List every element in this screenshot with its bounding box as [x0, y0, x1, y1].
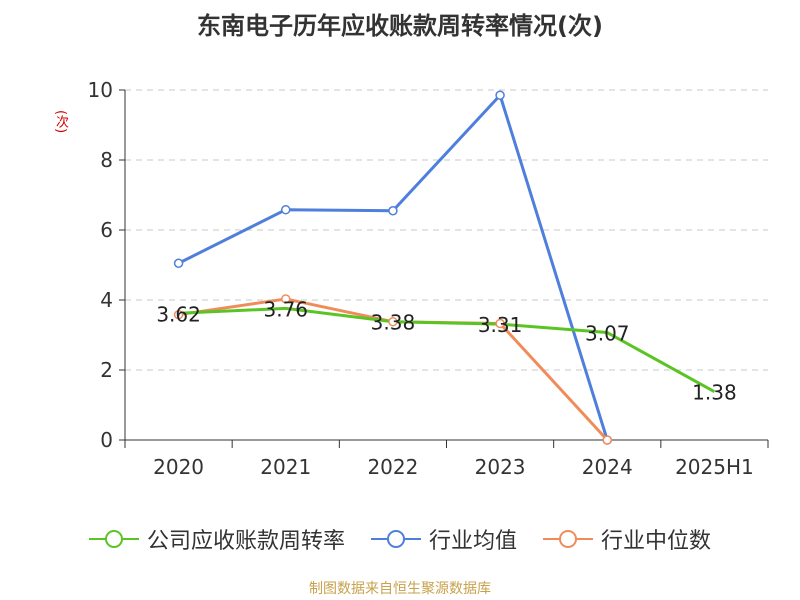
x-tick-label-2025H1: 2025H1	[675, 455, 754, 479]
data-label-2022: 3.38	[371, 311, 416, 335]
series-line-0	[178, 306, 716, 394]
y-tick-label-8: 8	[100, 148, 113, 172]
series-line-1	[177, 93, 609, 441]
legend-marker-company	[88, 530, 139, 548]
data-label-2020: 3.62	[156, 302, 201, 326]
data-label-2023: 3.31	[478, 313, 523, 337]
series-2-point-2022	[388, 316, 398, 327]
chart-legend: 公司应收账款周转率 行业均值 行业中位数	[0, 523, 800, 555]
series-1-point-2021	[281, 204, 291, 215]
series-2-point-2024	[602, 435, 612, 445]
series-2-point-2020	[173, 309, 184, 320]
legend-marker-industry-mean	[370, 530, 421, 548]
series-2-point-2023	[495, 318, 505, 329]
legend-item-industry-median[interactable]: 行业中位数	[543, 523, 711, 555]
data-source-note: 制图数据来自恒生聚源数据库	[309, 581, 491, 597]
series-1-point-2022	[388, 206, 398, 216]
chart-title: 东南电子历年应收账款周转率情况(次)	[197, 12, 603, 40]
data-label-2024: 3.07	[585, 322, 630, 346]
y-tick-label-10: 10	[88, 78, 113, 102]
y-tick-label-2: 2	[100, 358, 113, 382]
y-tick-label-4: 4	[100, 288, 113, 312]
y-tick-label-0: 0	[100, 428, 113, 452]
legend-marker-industry-median	[543, 530, 593, 548]
x-tick-label-2024: 2024	[582, 455, 633, 479]
y-axis-unit-label: (次)	[53, 110, 68, 134]
legend-label-company: 公司应收账款周转率	[146, 529, 345, 554]
x-tick-label-2020: 2020	[153, 455, 204, 479]
legend-label-industry-median: 行业中位数	[601, 529, 712, 554]
x-tick-label-2023: 2023	[475, 455, 526, 479]
x-tick-label-2021: 2021	[260, 455, 311, 479]
legend-item-company[interactable]: 公司应收账款周转率	[88, 523, 345, 555]
y-tick-label-6: 6	[100, 218, 113, 242]
series-1-point-2023	[495, 90, 505, 100]
series-1-point-2020	[173, 258, 184, 268]
x-tick-label-2022: 2022	[367, 455, 418, 479]
series-2-point-2021	[281, 294, 291, 304]
data-label-2025H1: 1.38	[692, 381, 737, 405]
data-label-2021: 3.76	[263, 297, 308, 321]
legend-item-industry-mean[interactable]: 行业均值	[370, 523, 517, 555]
legend-label-industry-mean: 行业均值	[428, 529, 517, 554]
